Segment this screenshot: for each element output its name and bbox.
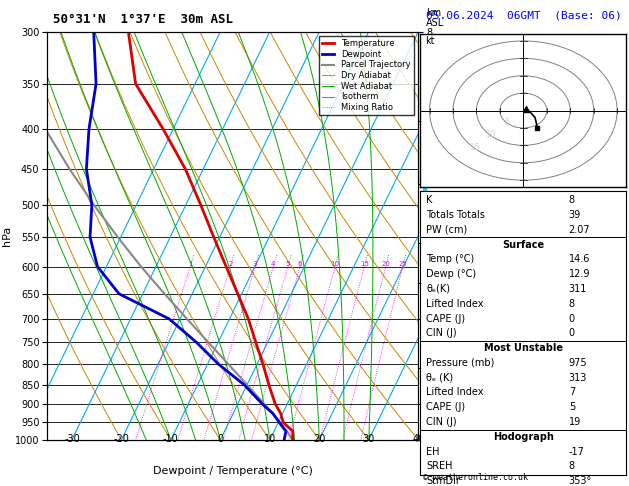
Text: 20: 20 [381,260,390,267]
Text: 30: 30 [363,434,375,444]
Text: 5: 5 [504,118,509,127]
Text: 14.6: 14.6 [569,254,590,264]
Text: CIN (J): CIN (J) [426,417,457,427]
Text: kt: kt [425,36,435,47]
Text: 8: 8 [569,299,575,309]
Text: 2: 2 [228,260,233,267]
Text: Pressure (mb): Pressure (mb) [426,358,495,368]
Text: 20: 20 [313,434,326,444]
Text: 7: 7 [569,387,575,398]
Text: 4: 4 [271,260,276,267]
Text: 5: 5 [569,402,575,412]
Text: CAPE (J): CAPE (J) [426,402,465,412]
Text: 10: 10 [485,130,496,139]
Text: -17: -17 [569,447,584,456]
Text: 15: 15 [469,142,479,152]
Legend: Temperature, Dewpoint, Parcel Trajectory, Dry Adiabat, Wet Adiabat, Isotherm, Mi: Temperature, Dewpoint, Parcel Trajectory… [319,36,414,115]
Text: 975: 975 [569,358,587,368]
Text: Temp (°C): Temp (°C) [426,254,475,264]
Text: 25: 25 [398,260,407,267]
Text: Surface: Surface [503,240,544,250]
Y-axis label: Mixing Ratio (g/kg): Mixing Ratio (g/kg) [435,190,445,282]
Text: θₑ(K): θₑ(K) [426,284,450,294]
Text: CIN (J): CIN (J) [426,329,457,338]
Text: EH: EH [426,447,440,456]
Text: 15: 15 [360,260,369,267]
Text: 0: 0 [569,329,575,338]
Y-axis label: hPa: hPa [3,226,12,246]
Text: 0: 0 [217,434,223,444]
Text: 2.07: 2.07 [569,225,591,235]
Text: 05.06.2024  06GMT  (Base: 06): 05.06.2024 06GMT (Base: 06) [426,11,622,20]
Text: Most Unstable: Most Unstable [484,343,563,353]
Text: CAPE (J): CAPE (J) [426,313,465,324]
Text: Hodograph: Hodograph [493,432,554,442]
Text: Totals Totals: Totals Totals [426,210,485,220]
Text: -20: -20 [113,434,130,444]
Text: 19: 19 [569,417,581,427]
Text: 3: 3 [253,260,257,267]
Text: © weatheronline.co.uk: © weatheronline.co.uk [423,473,528,482]
Text: 12.9: 12.9 [569,269,590,279]
Text: Dewpoint / Temperature (°C): Dewpoint / Temperature (°C) [153,467,313,476]
Text: 313: 313 [569,373,587,382]
Text: 353°: 353° [569,476,592,486]
Text: -30: -30 [64,434,80,444]
Text: 8: 8 [569,461,575,471]
Text: 6: 6 [298,260,302,267]
Text: 311: 311 [569,284,587,294]
Text: 10: 10 [264,434,276,444]
Text: -10: -10 [163,434,179,444]
Text: θₑ (K): θₑ (K) [426,373,454,382]
Text: 8: 8 [569,195,575,205]
Text: PW (cm): PW (cm) [426,225,467,235]
Text: 10: 10 [331,260,340,267]
Text: SREH: SREH [426,461,453,471]
Text: K: K [426,195,433,205]
Text: LCL: LCL [422,435,437,444]
Text: 40: 40 [412,434,425,444]
Text: 39: 39 [569,210,581,220]
Text: km
ASL: km ASL [426,7,444,28]
Text: 1: 1 [188,260,192,267]
Text: Lifted Index: Lifted Index [426,299,484,309]
Text: 5: 5 [286,260,290,267]
Text: StmDir: StmDir [426,476,460,486]
Text: 0: 0 [569,313,575,324]
Text: Dewp (°C): Dewp (°C) [426,269,477,279]
Text: Lifted Index: Lifted Index [426,387,484,398]
Text: 50°31'N  1°37'E  30m ASL: 50°31'N 1°37'E 30m ASL [53,13,233,26]
